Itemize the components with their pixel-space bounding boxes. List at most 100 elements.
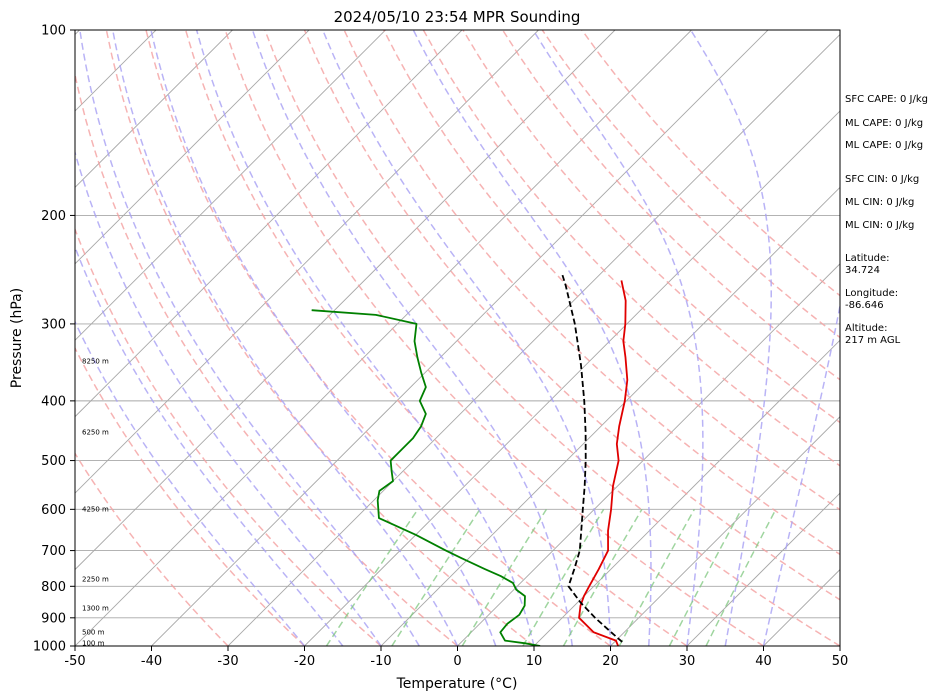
data-lines: [311, 274, 629, 646]
isotherm-line: [686, 492, 840, 646]
ml-cin-text-2: ML CIN: 0 J/kg: [845, 220, 914, 231]
moist-adiabat-line: [412, 30, 652, 646]
dry-adiabat-line: [422, 30, 840, 467]
dry-adiabat-line: [581, 30, 840, 297]
height-label: 100 m: [82, 639, 105, 647]
dry-adiabat-line: [264, 30, 840, 646]
moist-adiabat-line: [195, 30, 535, 646]
height-label: 500 m: [82, 628, 105, 636]
longitude-value: -86.646: [845, 300, 884, 311]
mixing-ratio-line: [522, 508, 605, 646]
x-tick-label: -30: [217, 654, 238, 669]
isotherm-line: [75, 30, 539, 494]
moist-adiabat-line: [690, 30, 772, 646]
x-tick-label: 20: [602, 654, 619, 669]
moist-adiabat-line: [532, 30, 704, 646]
isotherm-line: [75, 30, 692, 646]
altitude-label: Altitude:: [845, 323, 887, 334]
longitude-label: Longitude:: [845, 288, 898, 299]
x-tick-label: 40: [755, 654, 772, 669]
y-tick-label: 100: [41, 24, 66, 39]
isotherm-line: [0, 30, 3, 646]
x-axis: -50 -40 -30 -20 -10 0 10 20 30 40 50: [64, 646, 848, 669]
parcel-line: [561, 274, 623, 643]
height-labels: 100 m 500 m 1300 m 2250 m 4250 m 6250 m 8250 m: [82, 357, 109, 647]
dry-adiabat-line: [462, 30, 840, 424]
moist-adiabat-line: [112, 30, 459, 646]
mixing-ratio-line: [618, 508, 696, 646]
moist-adiabat-line: [762, 302, 840, 646]
height-label: 8250 m: [82, 357, 109, 365]
isotherm-line: [75, 30, 310, 265]
mixing-ratio-line: [325, 508, 419, 646]
dry-adiabat-line: [303, 30, 840, 601]
isotherm-line: [75, 30, 386, 341]
moist-adiabat-line: [150, 30, 497, 646]
y-tick-label: 700: [41, 544, 66, 559]
height-label: 4250 m: [82, 505, 109, 513]
dry-adiabat-line: [501, 30, 840, 381]
height-label: 1300 m: [82, 605, 109, 613]
x-axis-label: Temperature (°C): [396, 676, 518, 692]
y-axis-label: Pressure (hPa): [9, 288, 25, 388]
x-tick-label: 30: [679, 654, 696, 669]
dry-adiabat-line: [541, 30, 840, 339]
y-tick-label: 300: [41, 317, 66, 332]
moist-adiabat-line: [75, 245, 344, 646]
y-tick-label: 500: [41, 454, 66, 469]
dry-adiabat-line: [343, 30, 840, 556]
isotherm-line: [610, 416, 840, 646]
isotherm-line: [75, 30, 463, 418]
x-tick-label: -50: [64, 654, 85, 669]
dry-adiabat-line: [75, 70, 458, 646]
plot-frame: [74, 29, 841, 647]
x-tick-label: 0: [453, 654, 461, 669]
y-tick-label: 200: [41, 209, 66, 224]
dry-adiabat-line: [145, 30, 611, 646]
x-tick-label: -20: [294, 654, 315, 669]
isotherm-line: [533, 339, 840, 646]
background-lines: [0, 30, 840, 646]
x-tick-label: -10: [370, 654, 391, 669]
isotherm-line: [75, 30, 233, 189]
isotherm-line: [380, 186, 840, 646]
isotherm-line: [227, 33, 840, 646]
height-label: 2250 m: [82, 576, 109, 584]
y-tick-label: 600: [41, 503, 66, 518]
dry-adiabat-line: [184, 30, 688, 646]
y-tick-label: 800: [41, 580, 66, 595]
ml-cin-text-1: ML CIN: 0 J/kg: [845, 197, 914, 208]
y-tick-label: 900: [41, 611, 66, 626]
mixing-ratio-line: [668, 508, 743, 646]
isotherm-line: [304, 110, 840, 646]
ml-cape-text-1: ML CAPE: 0 J/kg: [845, 118, 923, 129]
x-tick-label: 10: [526, 654, 543, 669]
isotherm-line: [457, 263, 840, 646]
dry-adiabat-line: [75, 227, 382, 646]
y-axis: 1000 900 800 700 600 500 400 300 200 100: [33, 24, 75, 655]
sfc-cin-text: SFC CIN: 0 J/kg: [845, 174, 919, 185]
dry-adiabat-line: [75, 346, 306, 646]
dry-adiabat-line: [383, 30, 840, 511]
mixing-ratio-line: [705, 508, 777, 646]
ml-cape-text-2: ML CAPE: 0 J/kg: [845, 140, 923, 151]
latitude-label: Latitude:: [845, 253, 890, 264]
x-tick-label: -40: [141, 654, 162, 669]
dewpoint-line: [311, 309, 541, 646]
moist-adiabat-line: [251, 30, 573, 646]
mixing-ratio-line: [562, 508, 643, 646]
isotherm-line: [75, 30, 616, 571]
side-panel: SFC CAPE: 0 J/kg ML CAPE: 0 J/kg ML CAPE…: [845, 94, 928, 346]
altitude-value: 217 m AGL: [845, 335, 901, 346]
moist-adiabat-line: [75, 320, 306, 646]
moist-adiabat-line: [79, 30, 420, 646]
sfc-cape-text: SFC CAPE: 0 J/kg: [845, 94, 928, 105]
height-label: 6250 m: [82, 428, 109, 436]
dry-adiabat-line: [105, 30, 535, 646]
moist-adiabat-line: [75, 149, 382, 646]
mixing-ratio-line: [391, 508, 481, 646]
chart-title: 2024/05/10 23:54 MPR Sounding: [334, 8, 581, 26]
y-tick-label: 400: [41, 394, 66, 409]
temperature-line: [578, 280, 629, 646]
